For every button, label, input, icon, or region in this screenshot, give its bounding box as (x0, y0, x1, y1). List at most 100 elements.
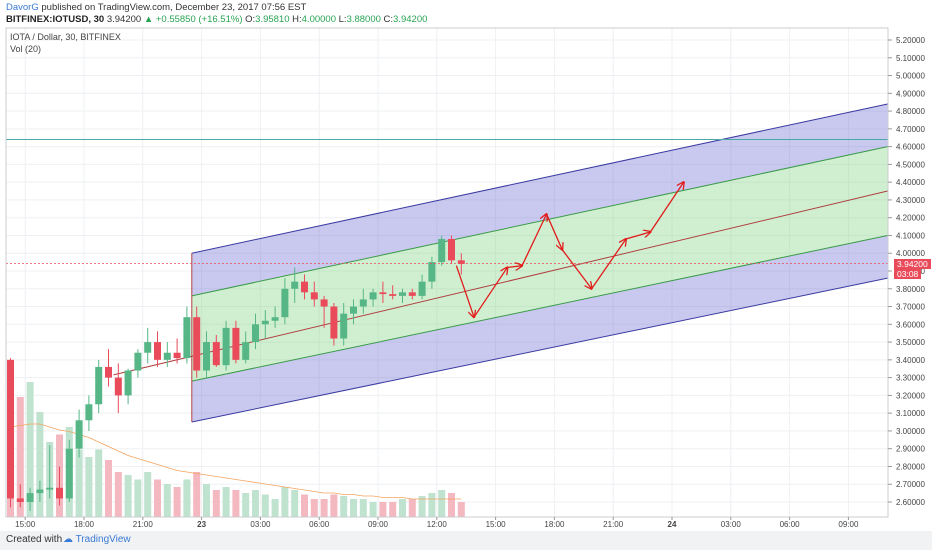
volume-bar (105, 460, 112, 517)
volume-bar (173, 487, 181, 517)
candle-body (438, 239, 446, 263)
price-tick-label: 2.80000 (896, 462, 925, 471)
volume-bar (340, 496, 348, 517)
candle-body (242, 342, 250, 360)
candle-body (379, 292, 387, 295)
volume-bar (399, 499, 406, 517)
high-label: H: (292, 14, 302, 25)
close-label: C: (383, 14, 394, 25)
volume-bar (252, 490, 259, 517)
projection-arrow (455, 265, 474, 318)
channel-inner-bottom (191, 234, 888, 382)
last-price-tag: 3.94200 (894, 259, 931, 269)
candle-body (222, 327, 230, 366)
price-tick-label: 4.90000 (896, 89, 925, 98)
open-value: 3.95810 (255, 14, 290, 25)
volume-legend[interactable]: Vol (20) (10, 44, 42, 54)
price-tick-label: 4.40000 (896, 178, 925, 187)
candle-body (232, 327, 240, 360)
volume-bar (75, 449, 83, 517)
candle-body (408, 292, 416, 296)
candle-body (173, 352, 181, 359)
volume-bar (320, 499, 328, 517)
time-tick-label: 24 (668, 520, 677, 529)
price-tick-label: 5.00000 (896, 72, 925, 81)
time-tick-label: 03:00 (721, 520, 742, 529)
channel-lower-band (191, 235, 888, 423)
volume-bar (418, 496, 426, 517)
candle-body (124, 370, 132, 396)
countdown-tag: 03:08 (894, 269, 922, 279)
volume-bar (193, 472, 201, 517)
channel-inner-top (191, 146, 888, 297)
candle-body (26, 493, 34, 502)
price-tick-label: 3.40000 (896, 356, 925, 365)
candle-body (389, 294, 397, 296)
price-tick-label: 4.50000 (896, 160, 925, 169)
volume-bar (163, 484, 171, 517)
projection-arrow (473, 267, 507, 318)
candle-body (7, 359, 14, 499)
time-tick-label: 15:00 (15, 520, 36, 529)
projection-arrow (625, 232, 651, 240)
volume-bar (85, 457, 93, 517)
projection-arrow (507, 266, 522, 268)
brand-name: TradingView (75, 534, 131, 545)
projection-arrows[interactable] (455, 182, 683, 318)
candle-body (183, 317, 191, 359)
horizontal-lines[interactable] (6, 139, 888, 264)
volume-bar (438, 490, 446, 517)
chart-legend-title[interactable]: IOTA / Dollar, 30, BITFINEX (10, 32, 121, 42)
candle-body (105, 366, 112, 378)
channel-outer-top (191, 103, 888, 254)
candle-body (193, 317, 201, 371)
time-axis-labels[interactable]: 15:00 18:00 21:00 23 03:00 06:00 09:00 12:00 15:… (15, 517, 859, 529)
volume-bar (26, 382, 34, 517)
price-tick-label: 5.10000 (896, 54, 925, 63)
publish-info: published on TradingView.com, December 2… (38, 2, 307, 13)
volume-bar (16, 397, 24, 517)
footer: Created with ☁ TradingView (0, 531, 932, 550)
candle-body (85, 404, 93, 421)
open-label: O: (245, 14, 256, 25)
low-label: L: (338, 14, 347, 25)
candle-body (281, 288, 289, 318)
regression-channel[interactable] (113, 103, 888, 423)
candle-body (163, 352, 171, 360)
volume-bar (124, 475, 132, 517)
volume-bar (183, 479, 191, 517)
author-link[interactable]: DavorG (6, 2, 39, 13)
candle-body (457, 260, 465, 264)
symbol: BITFINEX:IOTUSD, 30 (6, 14, 105, 25)
volume-bar (212, 490, 220, 517)
tradingview-logo-icon[interactable]: ☁ TradingView (63, 534, 131, 545)
candle-body (16, 498, 24, 502)
projection-arrow (521, 214, 547, 266)
channel-upper-band (191, 103, 888, 296)
volume-bar (222, 487, 230, 517)
volume-bar (428, 493, 436, 517)
price-tick-label: 4.10000 (896, 231, 925, 240)
axes (5, 27, 889, 518)
time-tick-label: 21:00 (133, 520, 154, 529)
last-price: 3.94200 (106, 14, 142, 25)
price-axis-labels[interactable]: 5.20000 5.10000 5.00000 4.90000 4.80000 4.700… (888, 36, 925, 507)
time-tick-label: 09:00 (838, 520, 859, 529)
created-with-label: Created with (6, 534, 63, 545)
candle-body (46, 487, 54, 490)
price-tick-label: 3.70000 (896, 303, 925, 312)
projection-arrow (545, 213, 563, 250)
candle-body (75, 420, 83, 449)
price-tick-label: 3.80000 (896, 285, 925, 294)
candle-body (114, 377, 122, 396)
candle-body (291, 281, 299, 289)
price-tick-label: 4.30000 (896, 196, 925, 205)
channel-outer-bottom (191, 277, 888, 423)
candle-body (134, 352, 142, 371)
time-tick-label: 15:00 (486, 520, 507, 529)
volume-bar (114, 472, 122, 517)
candle-body (310, 292, 318, 300)
candle-body (448, 239, 455, 261)
up-arrow-icon: ▲ (143, 14, 154, 25)
